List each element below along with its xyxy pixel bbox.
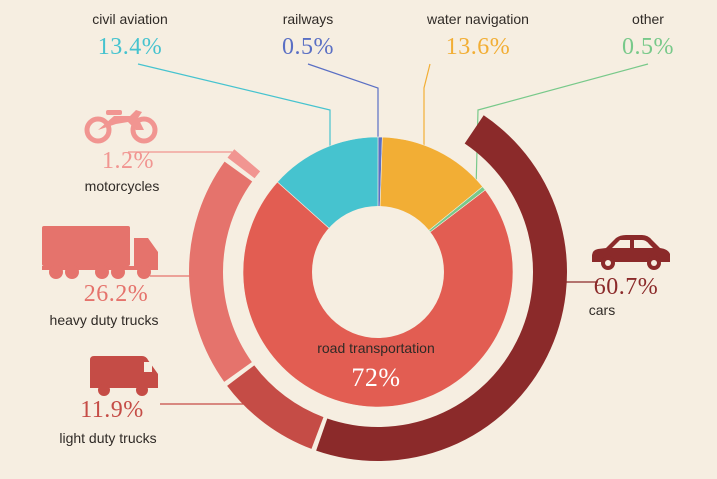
railways-name: railways: [283, 11, 334, 27]
label-railways: railways 0.5%: [282, 11, 334, 60]
road-transportation-pct: 72%: [351, 363, 400, 392]
civil-aviation-pct: 13.4%: [98, 34, 163, 60]
ring-arc-cars: [316, 115, 567, 461]
label-cars: 60.7% cars: [589, 235, 670, 318]
heavy-duty-trucks-pct: 26.2%: [84, 281, 149, 307]
ring-arc-light-duty-trucks: [227, 364, 324, 449]
label-civil-aviation: civil aviation 13.4%: [92, 11, 167, 60]
donut-hole: [312, 206, 444, 338]
road-transportation-name: road transportation: [317, 340, 435, 356]
leader-line-water-navigation: [423, 63, 431, 150]
light-duty-trucks-name: light duty trucks: [59, 430, 156, 446]
label-other: other 0.5%: [622, 11, 674, 60]
truck-icon: [42, 226, 158, 279]
water-navigation-name: water navigation: [426, 11, 529, 27]
motorcycle-icon: [84, 110, 158, 144]
motorcycles-name: motorcycles: [85, 178, 160, 194]
other-name: other: [632, 11, 664, 27]
label-water-navigation: water navigation 13.6%: [426, 11, 529, 60]
outer-ring: [189, 115, 567, 461]
other-pct: 0.5%: [622, 34, 674, 60]
label-heavy-duty-trucks: 26.2% heavy duty trucks: [42, 226, 158, 328]
civil-aviation-name: civil aviation: [92, 11, 167, 27]
cars-pct: 60.7%: [594, 274, 659, 300]
ring-arc-heavy-duty-trucks: [189, 161, 253, 382]
railways-pct: 0.5%: [282, 34, 334, 60]
light-duty-trucks-pct: 11.9%: [80, 397, 144, 423]
van-icon: [90, 356, 158, 396]
label-road-transportation: road transportation 72%: [317, 340, 435, 392]
leader-line-railways: [307, 63, 379, 142]
ring-arc-motorcycles: [227, 149, 261, 179]
label-light-duty-trucks: 11.9% light duty trucks: [59, 356, 158, 446]
leader-line-other: [475, 63, 649, 191]
label-motorcycles: 1.2% motorcycles: [84, 110, 160, 194]
water-navigation-pct: 13.6%: [446, 34, 511, 60]
motorcycles-pct: 1.2%: [102, 148, 154, 174]
cars-name: cars: [589, 302, 615, 318]
car-icon: [592, 235, 670, 270]
heavy-duty-trucks-name: heavy duty trucks: [50, 312, 159, 328]
